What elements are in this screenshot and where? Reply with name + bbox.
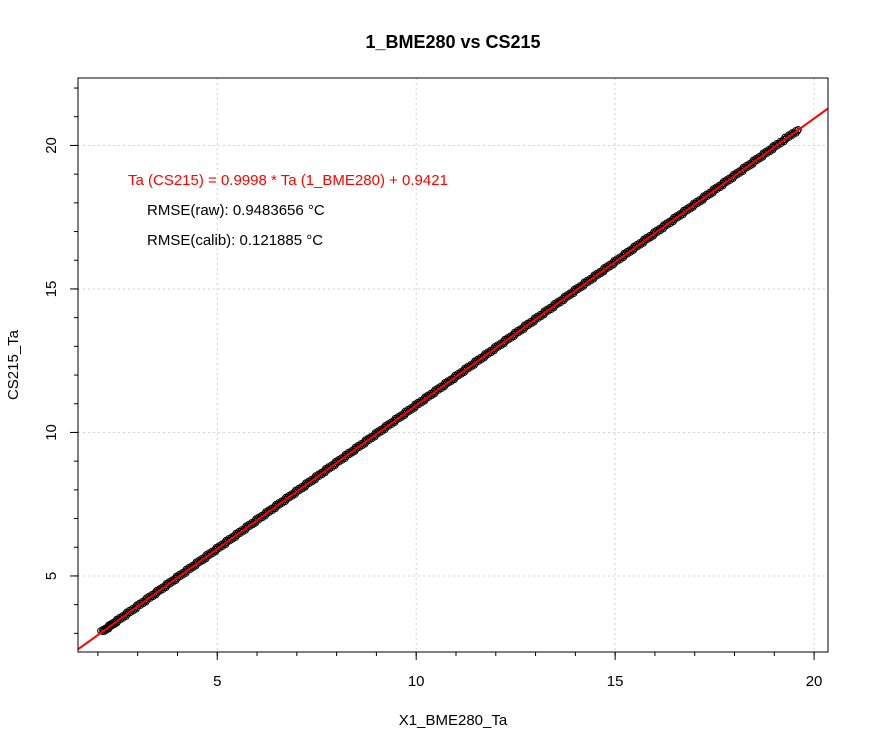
y-axis: 5 10 15 20 [43,87,78,634]
chart-title: 1_BME280 vs CS215 [365,32,540,52]
rmse-calib-annotation: RMSE(calib): 0.121885 °C [147,232,323,249]
equation-annotation: Ta (CS215) = 0.9998 * Ta (1_BME280) + 0.… [128,172,448,189]
y-tick-label: 10 [43,424,60,441]
scatter-point [793,127,802,135]
x-tick-label: 10 [408,673,425,690]
grid [78,78,828,652]
plot-frame [77,77,829,653]
y-axis-label: CS215_Ta [5,329,22,400]
y-tick-label: 5 [43,572,60,580]
scatter-points [97,126,802,636]
fit-line [77,107,829,651]
x-axis: 5 10 15 20 [97,652,823,690]
y-tick-label: 15 [43,281,60,298]
scatter-point [794,126,802,134]
rmse-raw-annotation: RMSE(raw): 0.9483656 °C [147,202,325,219]
x-tick-label: 5 [213,673,221,690]
x-axis-label: X1_BME280_Ta [399,712,508,729]
y-tick-label: 20 [43,137,60,154]
x-tick-label: 20 [806,673,823,690]
x-tick-label: 15 [607,673,624,690]
